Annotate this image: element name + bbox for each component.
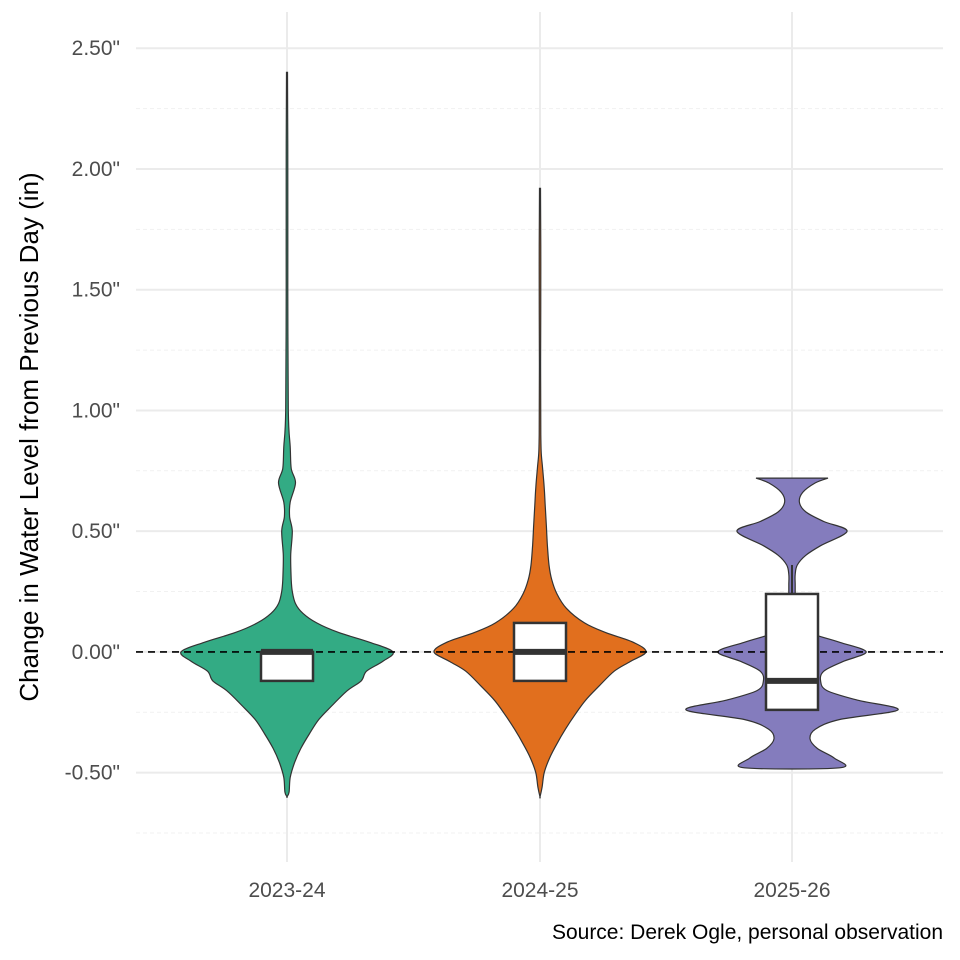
boxplots: [259, 564, 820, 712]
x-tick-label: 2025-26: [753, 879, 830, 902]
y-tick-label: 0.50": [72, 520, 120, 543]
caption: Source: Derek Ogle, personal observation: [552, 921, 943, 944]
y-tick-label: 2.00": [72, 158, 120, 181]
y-axis-title: Change in Water Level from Previous Day …: [14, 172, 44, 701]
box-2023-24: [259, 650, 315, 683]
y-tick-label: 1.00": [72, 399, 120, 422]
x-tick-labels: 2023-24 2024-25 2025-26: [248, 879, 830, 902]
y-tick-label: 0.00": [72, 641, 120, 664]
box-2025-26: [764, 592, 820, 712]
violin-2023-24: [180, 71, 394, 799]
violin-2024-25: [433, 187, 647, 799]
y-tick-label: 2.50": [72, 37, 120, 60]
y-tick-label: 1.50": [72, 279, 120, 302]
y-tick-labels: -0.50" 0.00" 0.50" 1.00" 1.50" 2.00" 2.50": [65, 37, 120, 784]
x-tick-label: 2023-24: [248, 879, 325, 902]
y-tick-label: -0.50": [65, 762, 120, 785]
x-tick-label: 2024-25: [501, 879, 578, 902]
